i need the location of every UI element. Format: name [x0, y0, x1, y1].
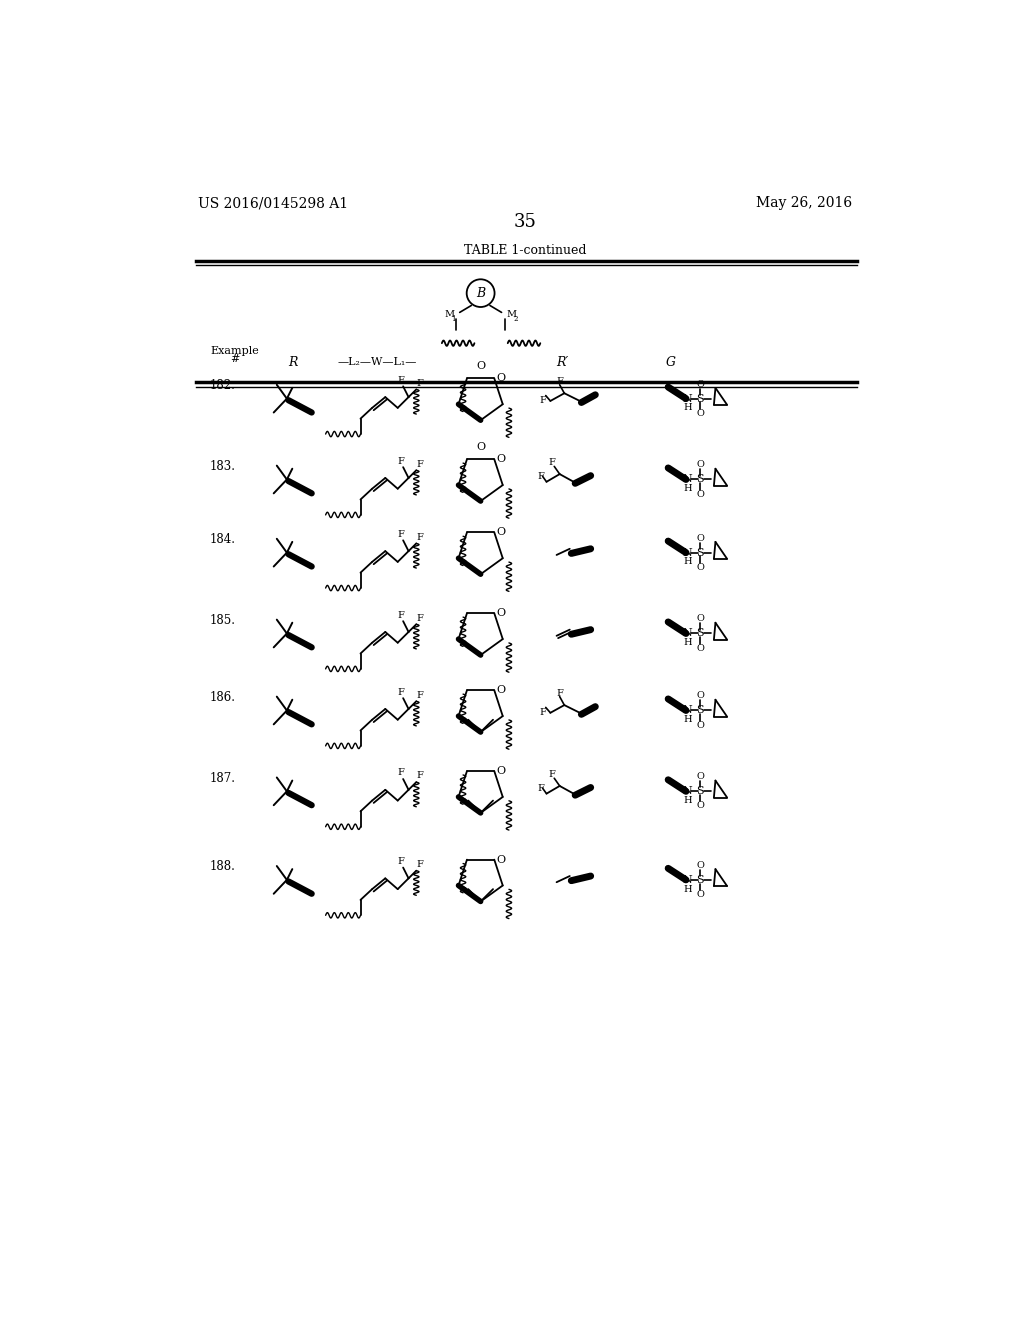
Text: O: O	[696, 692, 703, 701]
Text: May 26, 2016: May 26, 2016	[756, 197, 852, 210]
Text: F: F	[397, 768, 404, 777]
Text: S: S	[696, 628, 703, 639]
Text: O: O	[696, 562, 703, 572]
Text: F: F	[540, 396, 546, 405]
Text: H: H	[683, 639, 692, 647]
Text: H: H	[683, 484, 692, 494]
Text: M: M	[444, 310, 455, 319]
Text: F: F	[538, 784, 545, 793]
Text: N: N	[683, 548, 692, 557]
Text: 182.: 182.	[209, 379, 236, 392]
Text: Example: Example	[211, 346, 259, 356]
Text: 2: 2	[513, 314, 518, 322]
Text: S: S	[696, 787, 703, 796]
Text: #: #	[230, 354, 240, 364]
Text: R: R	[289, 356, 298, 370]
Text: O: O	[496, 454, 505, 465]
Text: 183.: 183.	[209, 459, 236, 473]
Text: O: O	[496, 854, 505, 865]
Text: O: O	[476, 362, 485, 371]
Text: B: B	[476, 286, 485, 300]
Text: F: F	[549, 458, 555, 467]
Text: F: F	[416, 459, 423, 469]
Text: N: N	[683, 628, 692, 639]
Text: 186.: 186.	[209, 690, 236, 704]
Text: —L₂—W—L₁—: —L₂—W—L₁—	[338, 358, 417, 367]
Text: O: O	[496, 609, 505, 618]
Text: S: S	[696, 705, 703, 715]
Text: O: O	[696, 614, 703, 623]
Text: O: O	[696, 533, 703, 543]
Text: 187.: 187.	[209, 772, 236, 785]
Text: M: M	[507, 310, 517, 319]
Text: O: O	[496, 685, 505, 696]
Text: TABLE 1-continued: TABLE 1-continued	[464, 244, 586, 257]
Text: F: F	[397, 457, 404, 466]
Text: 35: 35	[513, 213, 537, 231]
Text: F: F	[416, 690, 423, 700]
Text: 184.: 184.	[209, 533, 236, 546]
Text: F: F	[538, 473, 545, 480]
Text: S: S	[696, 393, 703, 404]
Text: O: O	[696, 644, 703, 652]
Text: N: N	[683, 705, 692, 715]
Text: F: F	[416, 533, 423, 541]
Text: O: O	[696, 409, 703, 417]
Text: US 2016/0145298 A1: US 2016/0145298 A1	[198, 197, 348, 210]
Text: H: H	[683, 796, 692, 805]
Text: F: F	[556, 689, 563, 698]
Text: O: O	[496, 374, 505, 383]
Text: O: O	[696, 461, 703, 470]
Text: S: S	[696, 474, 703, 484]
Text: F: F	[397, 611, 404, 619]
Text: 188.: 188.	[209, 861, 236, 874]
Text: F: F	[549, 770, 555, 779]
Text: G: G	[666, 356, 676, 370]
Text: O: O	[496, 766, 505, 776]
Text: N: N	[683, 787, 692, 796]
Text: O: O	[496, 528, 505, 537]
Text: S: S	[696, 875, 703, 884]
Text: F: F	[556, 378, 563, 387]
Text: N: N	[683, 875, 692, 884]
Text: F: F	[397, 857, 404, 866]
Text: O: O	[696, 490, 703, 499]
Text: N: N	[683, 393, 692, 404]
Text: O: O	[696, 861, 703, 870]
Text: F: F	[416, 861, 423, 869]
Text: 1: 1	[452, 314, 456, 322]
Text: O: O	[696, 721, 703, 730]
Text: H: H	[683, 557, 692, 566]
Text: F: F	[416, 771, 423, 780]
Text: F: F	[416, 614, 423, 623]
Text: H: H	[683, 404, 692, 412]
Text: F: F	[397, 376, 404, 384]
Text: 185.: 185.	[209, 614, 236, 627]
Text: O: O	[696, 772, 703, 781]
Text: H: H	[683, 884, 692, 894]
Text: O: O	[696, 380, 703, 388]
Text: F: F	[397, 529, 404, 539]
Text: H: H	[683, 715, 692, 725]
Text: N: N	[683, 474, 692, 484]
Text: R′: R′	[556, 356, 568, 370]
Text: O: O	[696, 890, 703, 899]
Text: S: S	[696, 548, 703, 557]
Text: F: F	[540, 709, 546, 717]
Text: F: F	[397, 688, 404, 697]
Text: O: O	[696, 801, 703, 810]
Text: F: F	[416, 379, 423, 388]
Text: O: O	[476, 442, 485, 453]
